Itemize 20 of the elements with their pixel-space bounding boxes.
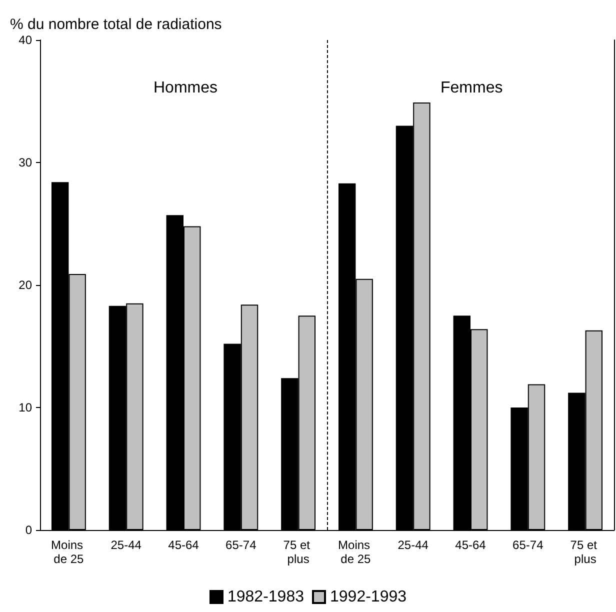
x-tick-label: 25-44 xyxy=(398,538,429,552)
x-tick-label: 45-64 xyxy=(455,538,486,552)
x-tick-label: 65-74 xyxy=(226,538,257,552)
y-tick-label: 0 xyxy=(25,523,32,537)
legend-label: 1992-1993 xyxy=(330,588,407,606)
y-tick-label: 10 xyxy=(18,400,32,414)
x-tick-label: 75 et plus xyxy=(283,538,314,566)
annotation: Hommes xyxy=(154,80,218,96)
x-tick-label: Moins de 25 xyxy=(338,538,374,566)
x-tick-label: 45-64 xyxy=(168,538,200,552)
legend-label: 1982-1983 xyxy=(227,588,304,606)
y-tick-label: 20 xyxy=(18,278,32,292)
x-tick-label: 75 et plus xyxy=(570,538,600,566)
y-axis-title: % du nombre total de radiations xyxy=(10,16,222,33)
x-tick-label: Moins de 25 xyxy=(51,538,86,566)
x-tick-label: 65-74 xyxy=(512,538,544,552)
y-tick-label: 30 xyxy=(18,156,32,170)
x-tick-label: 25-44 xyxy=(110,538,142,552)
annotation: Femmes xyxy=(440,80,503,96)
y-tick-label: 40 xyxy=(18,33,32,47)
